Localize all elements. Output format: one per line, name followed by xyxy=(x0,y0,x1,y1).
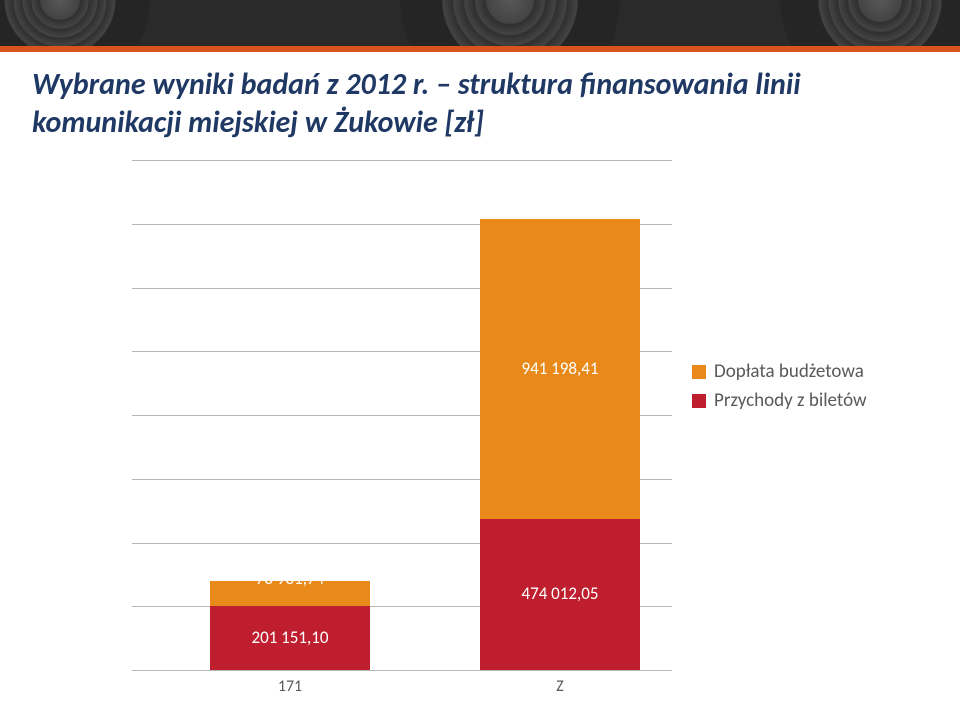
bar-value-label: 474 012,05 xyxy=(480,583,640,604)
page-title: Wybrane wyniki badań z 2012 r. – struktu… xyxy=(0,52,960,141)
x-category-label: Z xyxy=(480,677,640,696)
gridline xyxy=(132,160,672,161)
legend: Dopłata budżetowa Przychody z biletów xyxy=(692,360,867,418)
legend-label: Przychody z biletów xyxy=(714,389,867,412)
legend-item: Dopłata budżetowa xyxy=(692,360,867,383)
legend-swatch xyxy=(692,365,706,379)
chart: 201 151,10 78 981,74 171 474 012,05 941 198,… xyxy=(32,160,928,700)
x-category-label: 171 xyxy=(210,677,370,696)
legend-label: Dopłata budżetowa xyxy=(714,360,864,383)
y-axis-labels: 0,00200 000,00400 000,00600 000,00800 00… xyxy=(32,160,128,670)
bar-value-label: 78 981,74 xyxy=(210,568,370,589)
header-decoration xyxy=(780,0,960,52)
title-line-1: Wybrane wyniki badań z 2012 r. – struktu… xyxy=(32,66,928,104)
plot-region: 201 151,1078 981,74171474 012,05941 198,… xyxy=(132,160,672,670)
header-decoration xyxy=(400,0,620,52)
legend-swatch xyxy=(692,394,706,408)
gridline xyxy=(132,670,672,671)
header-strip xyxy=(0,0,960,52)
legend-item: Przychody z biletów xyxy=(692,389,867,412)
title-line-2: komunikacji miejskiej w Żukowie [zł] xyxy=(32,104,928,142)
header-decoration xyxy=(0,0,150,52)
bar-value-label: 941 198,41 xyxy=(480,358,640,379)
bar-value-label: 201 151,10 xyxy=(210,627,370,648)
